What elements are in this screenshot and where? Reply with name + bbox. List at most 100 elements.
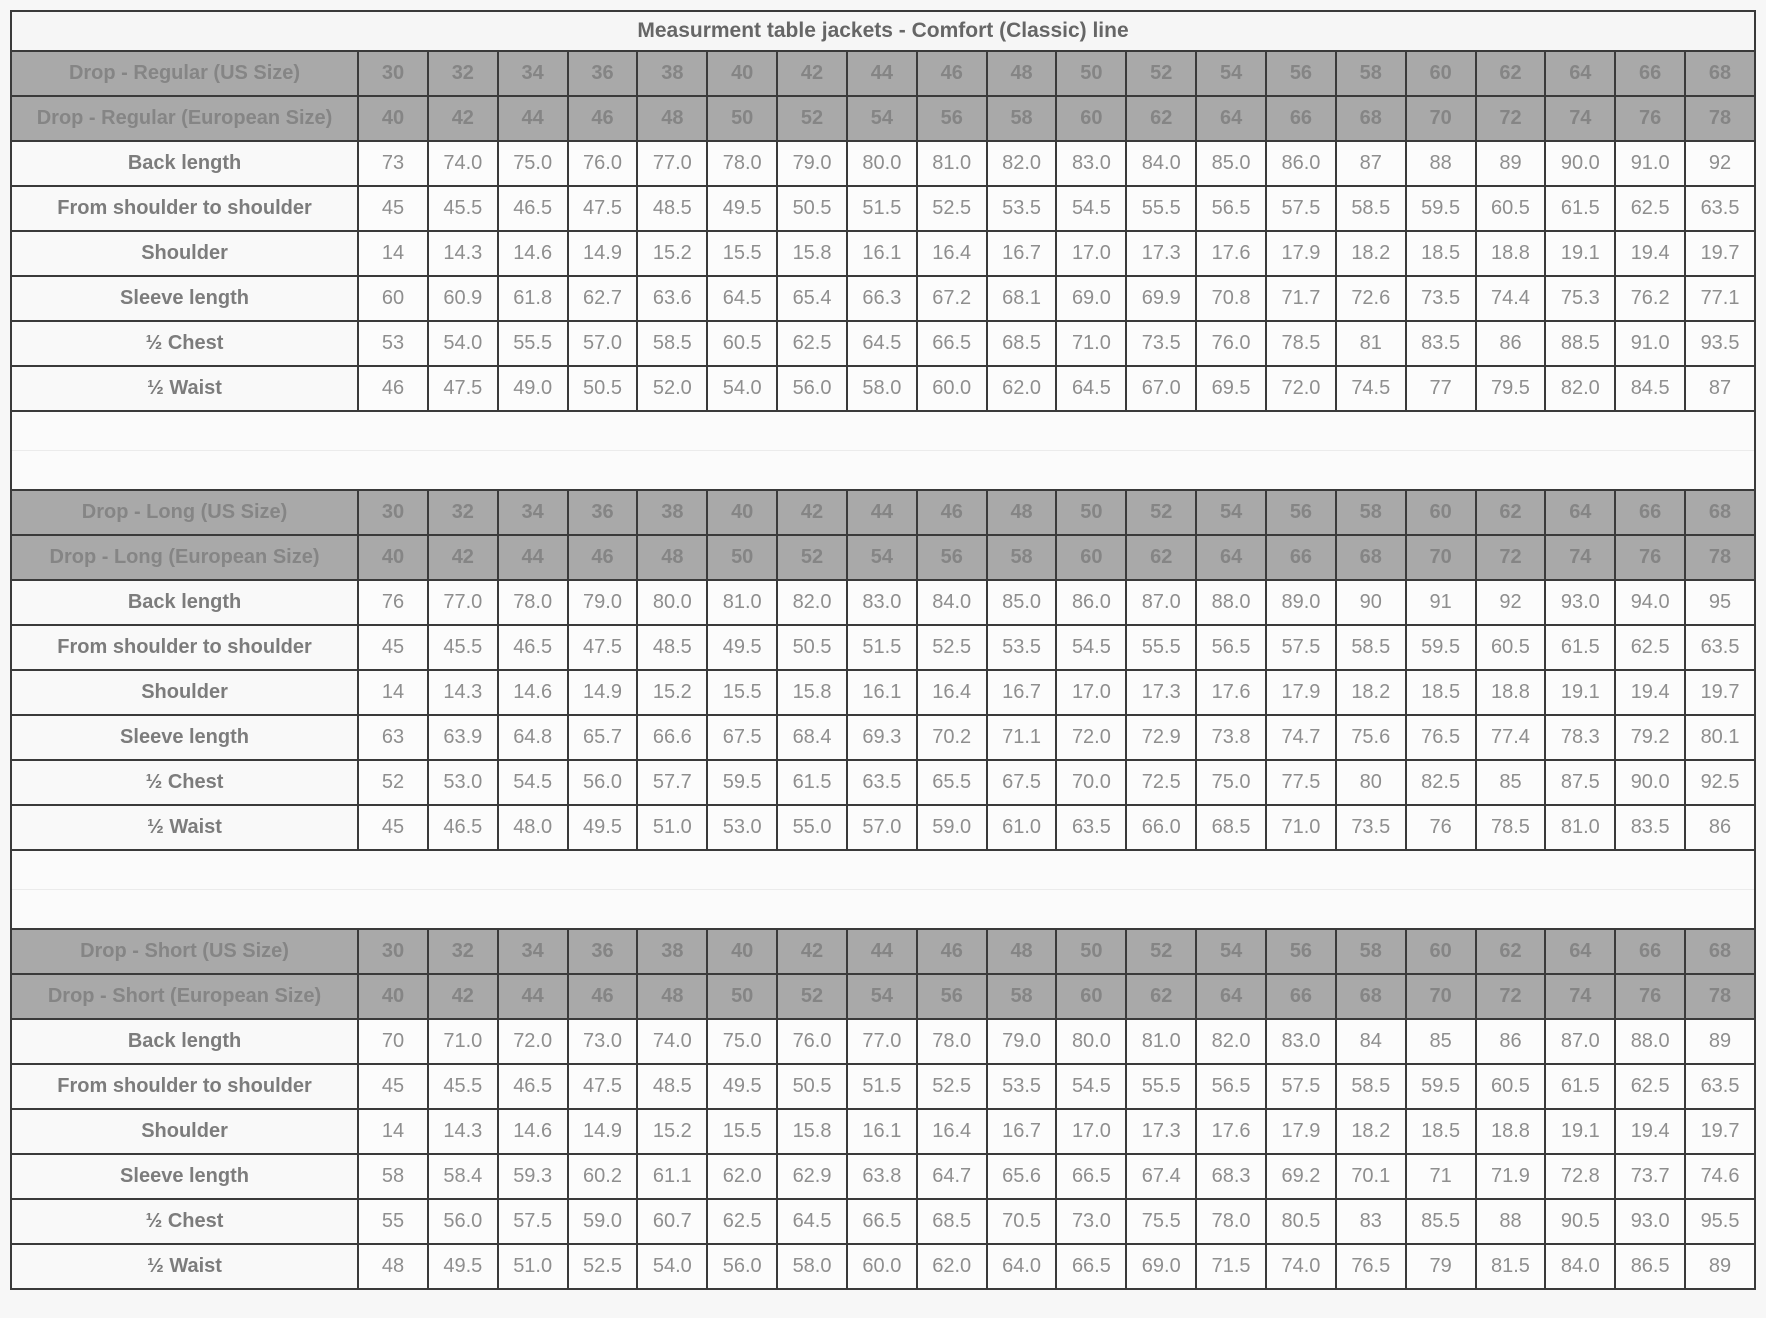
measurement-value: 63.8 [845,1153,918,1200]
us-size-header-size-cell: 68 [1684,928,1756,975]
us-size-header-size-cell: 42 [776,928,848,975]
measurement-value: 17.0 [1055,669,1128,716]
eu-size-header-row: Drop - Short (European Size) 40 42 44 46 48 50… [9,973,1756,1020]
measurement-value: 18.5 [1404,230,1477,277]
measurement-row: From shoulder to shoulder 45 45.5 46.5 47.5 4… [9,185,1756,232]
measurement-value: 71.7 [1265,275,1337,322]
measurement-value: 60.5 [706,320,779,367]
measurement-value: 75.0 [496,140,569,187]
measurement-value: 50.5 [776,1063,848,1110]
measurement-value: 58.0 [776,1243,848,1290]
measurement-value: 53.5 [985,624,1058,671]
eu-size-header-size-cell: 44 [496,534,569,581]
measurement-value: 46.5 [426,804,499,851]
measurement-value: 78.0 [706,140,779,187]
eu-size-header-size-cell: 42 [426,534,499,581]
measurement-value: 15.8 [776,669,848,716]
eu-size-header-size-cell: 74 [1544,534,1617,581]
measurement-row: Sleeve length 60 60.9 61.8 62.7 63.6 64.5 65.4 6… [9,275,1756,322]
us-size-header-size-cell: 38 [636,50,709,97]
us-size-header-size-cell: 46 [915,489,988,536]
us-size-header-size-cell: 66 [1614,928,1687,975]
measurement-value: 88.5 [1544,320,1617,367]
measurement-value: 90.0 [1544,140,1617,187]
measurement-value: 76.0 [776,1018,848,1065]
measurement-value: 72.6 [1334,275,1407,322]
eu-size-header-size-cell: 74 [1544,973,1617,1020]
measurement-value: 79.0 [985,1018,1058,1065]
us-size-header-size-cell: 38 [636,489,709,536]
measurement-value: 70.1 [1334,1153,1407,1200]
measurement-value: 87 [1334,140,1407,187]
measurement-value: 15.8 [776,1108,848,1155]
eu-size-header-size-cell: 52 [776,95,848,142]
measurement-value: 66.5 [1055,1243,1128,1290]
measurement-value: 63.5 [1684,624,1756,671]
measurement-value: 62.9 [776,1153,848,1200]
us-size-header-label: Drop - Regular (US Size) [9,50,360,97]
measurement-value: 73 [357,140,429,187]
measurement-value: 57.0 [566,320,639,367]
eu-size-header-size-cell: 76 [1614,973,1687,1020]
measurement-value: 61.0 [985,804,1058,851]
measurement-value: 64.7 [915,1153,988,1200]
measurement-value: 68.4 [776,714,848,761]
eu-size-header-size-cell: 46 [566,95,639,142]
measurement-row: Back length 76 77.0 78.0 79.0 80.0 81.0 82.0 83.… [9,579,1756,626]
measurement-value: 64.5 [845,320,918,367]
measurement-value: 46.5 [496,624,569,671]
measurement-value: 59.5 [706,759,779,806]
measurement-value: 18.8 [1474,230,1547,277]
measurement-value: 80.1 [1684,714,1756,761]
eu-size-header-size-cell: 42 [426,95,499,142]
measurement-value: 62.0 [985,365,1058,412]
measurement-value: 83.5 [1614,804,1687,851]
measurement-value: 82.0 [776,579,848,626]
measurement-value: 18.5 [1404,1108,1477,1155]
measurement-value: 69.0 [1125,1243,1198,1290]
us-size-header-size-cell: 36 [566,489,639,536]
us-size-header-size-cell: 58 [1334,928,1407,975]
measurement-value: 66.5 [845,1198,918,1245]
measurement-value: 47.5 [566,1063,639,1110]
measurement-value: 70.2 [915,714,988,761]
measurement-value: 17.6 [1195,1108,1268,1155]
us-size-header-size-cell: 64 [1544,489,1617,536]
eu-size-header-size-cell: 70 [1404,95,1477,142]
measurement-value: 75.6 [1334,714,1407,761]
measurement-label: Shoulder [9,1108,360,1155]
measurement-value: 60.2 [566,1153,639,1200]
measurement-value: 51.5 [845,1063,918,1110]
eu-size-header-size-cell: 72 [1474,973,1547,1020]
measurement-value: 54.5 [1055,185,1128,232]
measurement-value: 90 [1334,579,1407,626]
measurement-value: 85.5 [1404,1198,1477,1245]
us-size-header-size-cell: 62 [1474,489,1547,536]
measurement-value: 17.3 [1125,669,1198,716]
measurement-label: ½ Waist [9,1243,360,1290]
measurement-value: 14 [357,669,429,716]
us-size-header-size-cell: 48 [985,489,1058,536]
measurement-value: 85.0 [1195,140,1268,187]
measurement-value: 45.5 [426,1063,499,1110]
measurement-value: 85 [1404,1018,1477,1065]
measurement-value: 17.6 [1195,230,1268,277]
measurement-value: 87 [1684,365,1756,412]
eu-size-header-size-cell: 68 [1334,534,1407,581]
measurement-row: Shoulder 14 14.3 14.6 14.9 15.2 15.5 15.8 16.1 16… [9,230,1756,277]
measurement-row: ½ Waist 45 46.5 48.0 49.5 51.0 53.0 55.0 57.0 59.… [9,804,1756,851]
measurement-value: 67.5 [985,759,1058,806]
measurement-value: 81.0 [706,579,779,626]
measurement-value: 82.0 [1195,1018,1268,1065]
measurement-value: 72.0 [1265,365,1337,412]
measurement-value: 52.0 [636,365,709,412]
us-size-header-size-cell: 56 [1265,489,1337,536]
eu-size-header-size-cell: 52 [776,534,848,581]
eu-size-header-size-cell: 54 [845,973,918,1020]
measurement-value: 17.9 [1265,1108,1337,1155]
measurement-value: 69.0 [1055,275,1128,322]
measurement-value: 71 [1404,1153,1477,1200]
measurement-value: 89.0 [1265,579,1337,626]
measurement-label: Back length [9,140,360,187]
measurement-value: 73.5 [1334,804,1407,851]
